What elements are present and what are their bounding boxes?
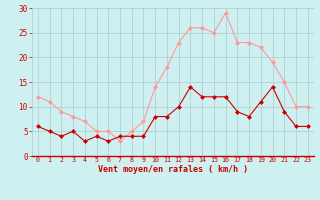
X-axis label: Vent moyen/en rafales ( km/h ): Vent moyen/en rafales ( km/h ) bbox=[98, 165, 248, 174]
